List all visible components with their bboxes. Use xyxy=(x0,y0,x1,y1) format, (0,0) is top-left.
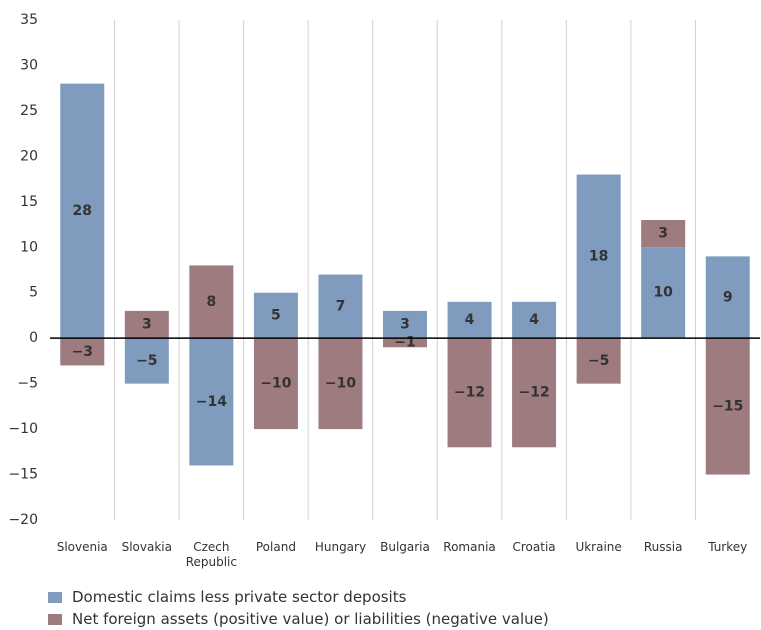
bar xyxy=(641,247,686,339)
data-label: 3 xyxy=(658,226,668,242)
legend-swatch xyxy=(48,613,62,625)
x-tick-label: Croatia xyxy=(512,540,556,554)
data-label: −10 xyxy=(260,376,291,392)
y-tick-label: −5 xyxy=(17,376,38,392)
bar xyxy=(512,301,557,339)
y-tick-label: 5 xyxy=(29,285,38,301)
x-tick-label: Ukraine xyxy=(575,540,622,554)
bar xyxy=(447,338,492,448)
legend-swatch xyxy=(48,591,62,603)
bar xyxy=(253,338,298,430)
bar xyxy=(576,174,621,339)
bar xyxy=(124,310,169,339)
y-tick-label: −20 xyxy=(8,512,38,528)
y-tick-label: −15 xyxy=(8,467,38,483)
x-tick-label: Turkey xyxy=(708,540,748,554)
bar xyxy=(641,220,686,248)
data-label: 4 xyxy=(529,312,539,328)
y-tick-label: 35 xyxy=(20,12,38,28)
x-tick-label: Russia xyxy=(643,540,683,554)
x-tick-label: Slovenia xyxy=(56,540,108,554)
y-tick-label: 25 xyxy=(20,103,38,119)
legend-label: Net foreign assets (positive value) or l… xyxy=(72,610,549,628)
bar xyxy=(60,83,105,339)
data-label: −14 xyxy=(196,394,227,410)
data-label: 10 xyxy=(653,285,673,301)
data-label: −12 xyxy=(518,385,549,401)
bar xyxy=(576,338,621,384)
data-label: 8 xyxy=(206,294,216,310)
bar xyxy=(705,256,750,339)
data-label: −15 xyxy=(712,398,743,414)
data-label: −3 xyxy=(72,344,93,360)
data-label: 7 xyxy=(336,298,346,314)
bar xyxy=(447,301,492,339)
plot: −20 −15 −10 −5 0 5 10 15 20 25 30 35 28 −5 −14 5 7 3 4 4 18 1… xyxy=(8,12,760,528)
bar xyxy=(60,338,105,366)
bar xyxy=(124,338,169,384)
data-label: −5 xyxy=(588,353,609,369)
bar xyxy=(189,338,234,466)
y-tick-label: −10 xyxy=(8,421,38,437)
y-tick-label: 30 xyxy=(20,57,38,73)
data-label: 18 xyxy=(589,248,608,264)
x-tick-label: Slovakia xyxy=(121,540,172,554)
bar xyxy=(705,338,750,475)
y-tick-label: 20 xyxy=(20,148,38,164)
bar xyxy=(318,338,363,430)
x-tick-label: Bulgaria xyxy=(380,540,430,554)
bar xyxy=(318,274,363,339)
data-label: −1 xyxy=(394,335,415,351)
data-label: −12 xyxy=(454,385,485,401)
legend-item: Domestic claims less private sector depo… xyxy=(48,588,406,606)
data-label: −10 xyxy=(325,376,356,392)
data-label: 3 xyxy=(400,317,410,333)
bar xyxy=(253,292,298,339)
legend-item: Net foreign assets (positive value) or l… xyxy=(48,610,549,628)
x-tick-label: Romania xyxy=(443,540,496,554)
y-tick-label: 15 xyxy=(20,194,38,210)
data-label: 4 xyxy=(465,312,475,328)
data-label: 5 xyxy=(271,307,281,323)
y-tick-label: 10 xyxy=(20,239,38,255)
x-tick-label: Czech Republic xyxy=(185,540,237,569)
x-tick-label: Hungary xyxy=(314,540,367,554)
bar xyxy=(512,338,557,448)
bar xyxy=(383,310,427,339)
data-label: −5 xyxy=(136,353,157,369)
data-label: 28 xyxy=(73,203,92,219)
data-label: 9 xyxy=(723,289,733,305)
legend-label: Domestic claims less private sector depo… xyxy=(72,588,407,606)
y-tick-label: 0 xyxy=(29,330,38,346)
bar xyxy=(383,338,427,348)
data-label: 3 xyxy=(142,317,152,333)
x-tick-label: Poland xyxy=(255,540,296,554)
bar xyxy=(189,265,234,339)
